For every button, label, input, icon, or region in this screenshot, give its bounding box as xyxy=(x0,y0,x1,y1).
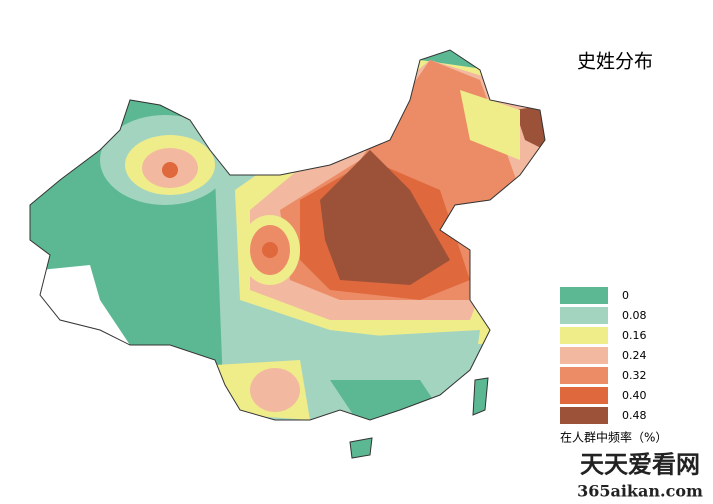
legend-title: 在人群中频率（%） xyxy=(560,430,667,445)
legend-label: 0.40 xyxy=(622,389,647,402)
legend-swatch xyxy=(560,407,608,424)
legend-swatch xyxy=(560,367,608,384)
legend-label: 0 xyxy=(622,289,629,302)
legend: 0 0.08 0.16 0.24 0.32 0.40 0.48 xyxy=(560,287,647,424)
legend-label: 0.16 xyxy=(622,329,647,342)
legend-swatch xyxy=(560,327,608,344)
map-title: 史姓分布 xyxy=(577,51,653,73)
legend-swatch xyxy=(560,287,608,304)
legend-label: 0.48 xyxy=(622,409,647,422)
map-regions xyxy=(30,50,545,420)
legend-label: 0.08 xyxy=(622,309,647,322)
island xyxy=(349,437,373,459)
map-outline xyxy=(29,49,546,421)
legend-swatch xyxy=(560,307,608,324)
legend-label: 0.32 xyxy=(622,369,647,382)
island xyxy=(472,377,489,416)
watermark-url: 365aikan.com xyxy=(577,482,703,501)
legend-label: 0.24 xyxy=(622,349,647,362)
watermark-text: 天天爱看网 xyxy=(580,450,700,479)
legend-swatch xyxy=(560,347,608,364)
legend-swatch xyxy=(560,387,608,404)
